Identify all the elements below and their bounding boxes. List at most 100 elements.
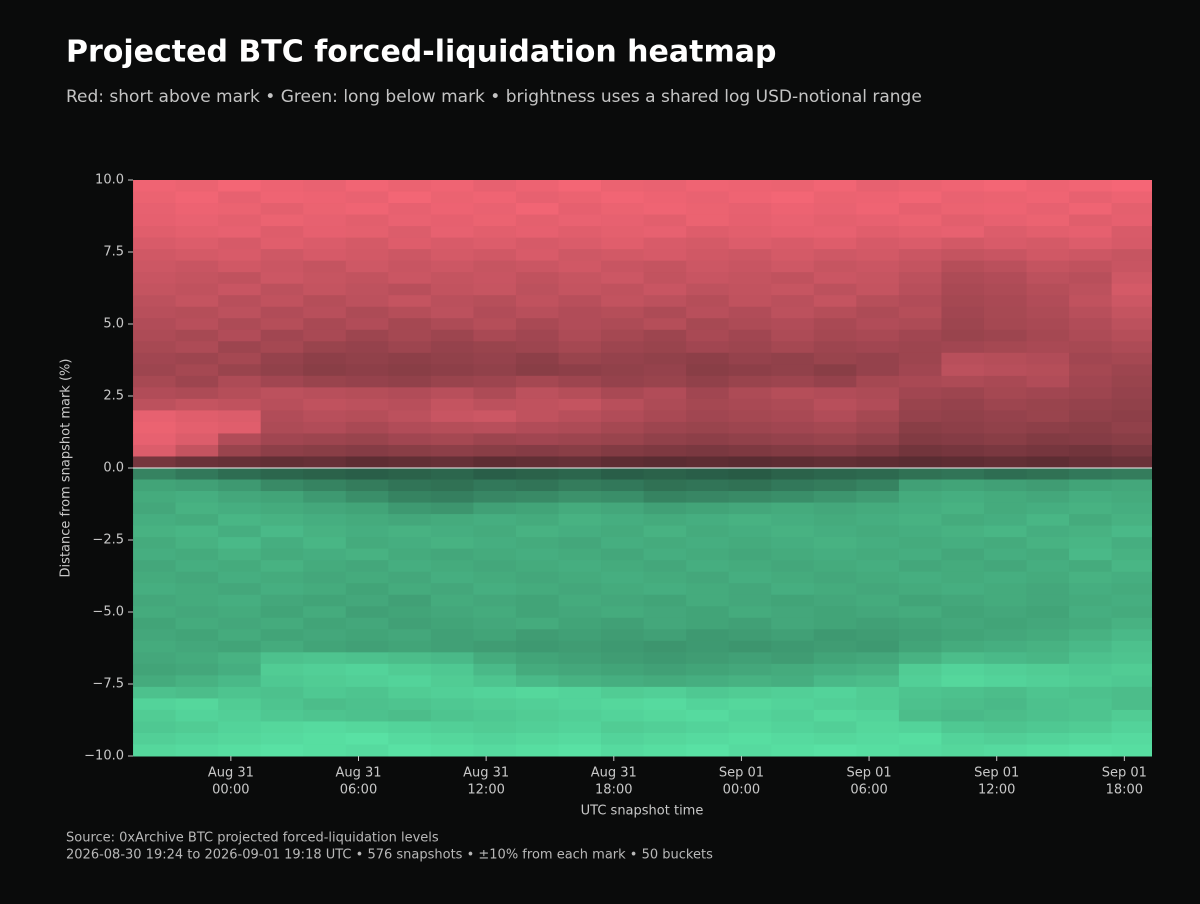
heatmap-cell bbox=[388, 698, 432, 711]
heatmap-cell bbox=[1069, 594, 1113, 607]
heatmap-cell bbox=[430, 686, 474, 699]
heatmap-cell bbox=[813, 410, 857, 423]
heatmap-cell bbox=[1026, 663, 1070, 676]
heatmap-cell bbox=[1069, 421, 1113, 434]
heatmap-cell bbox=[260, 226, 304, 239]
heatmap-cell bbox=[260, 410, 304, 423]
heatmap-cell bbox=[728, 652, 772, 665]
heatmap-cell bbox=[133, 617, 177, 630]
heatmap-cell bbox=[473, 709, 517, 722]
heatmap-cell bbox=[898, 352, 942, 365]
heatmap-cell bbox=[345, 594, 389, 607]
heatmap-cell bbox=[473, 203, 517, 216]
heatmap-cell bbox=[983, 226, 1027, 239]
heatmap-cell bbox=[260, 721, 304, 734]
heatmap-cell bbox=[1026, 283, 1070, 296]
heatmap-cell bbox=[601, 709, 645, 722]
heatmap-cell bbox=[515, 456, 559, 469]
heatmap-cell bbox=[515, 663, 559, 676]
heatmap-cell bbox=[473, 514, 517, 527]
heatmap-cell bbox=[175, 387, 219, 400]
heatmap-cell bbox=[728, 709, 772, 722]
chart-subtitle: Red: short above mark • Green: long belo… bbox=[66, 87, 922, 107]
heatmap-cell bbox=[771, 318, 815, 331]
heatmap-cell bbox=[558, 272, 602, 285]
heatmap-cell bbox=[218, 686, 262, 699]
heatmap-cell bbox=[558, 571, 602, 584]
heatmap-cell bbox=[303, 491, 347, 504]
heatmap-cell bbox=[941, 398, 985, 411]
heatmap-cell bbox=[686, 675, 730, 688]
heatmap-cell bbox=[345, 732, 389, 745]
heatmap-cell bbox=[813, 502, 857, 515]
heatmap-cell bbox=[1026, 709, 1070, 722]
heatmap-cell bbox=[558, 583, 602, 596]
heatmap-cell bbox=[771, 191, 815, 204]
heatmap-cell bbox=[1111, 375, 1152, 388]
heatmap-cell bbox=[728, 525, 772, 538]
heatmap-cell bbox=[218, 721, 262, 734]
heatmap-cell bbox=[473, 318, 517, 331]
heatmap-cell bbox=[643, 663, 687, 676]
heatmap-cell bbox=[771, 249, 815, 262]
heatmap-cell bbox=[601, 191, 645, 204]
heatmap-cell bbox=[388, 341, 432, 354]
heatmap-cell bbox=[771, 364, 815, 377]
heatmap-cell bbox=[303, 640, 347, 653]
heatmap-cell bbox=[175, 709, 219, 722]
heatmap-cell bbox=[643, 191, 687, 204]
heatmap-cell bbox=[473, 548, 517, 561]
heatmap-cell bbox=[218, 606, 262, 619]
heatmap-cell bbox=[558, 203, 602, 216]
heatmap-cell bbox=[515, 203, 559, 216]
heatmap-cell bbox=[175, 583, 219, 596]
heatmap-cell bbox=[983, 744, 1027, 757]
heatmap-cell bbox=[260, 548, 304, 561]
heatmap-cell bbox=[473, 341, 517, 354]
heatmap-cell bbox=[813, 640, 857, 653]
heatmap-cell bbox=[260, 491, 304, 504]
heatmap-cell bbox=[175, 410, 219, 423]
heatmap-cell bbox=[728, 295, 772, 308]
heatmap-cell bbox=[260, 398, 304, 411]
heatmap-cell bbox=[430, 571, 474, 584]
heatmap-cell bbox=[430, 341, 474, 354]
heatmap-cell bbox=[558, 617, 602, 630]
heatmap-cell bbox=[983, 260, 1027, 273]
heatmap-cell bbox=[260, 479, 304, 492]
heatmap-cell bbox=[175, 468, 219, 481]
heatmap-cell bbox=[643, 548, 687, 561]
heatmap-cell bbox=[601, 479, 645, 492]
heatmap-cell bbox=[303, 318, 347, 331]
heatmap-cell bbox=[1069, 675, 1113, 688]
heatmap-cell bbox=[218, 479, 262, 492]
heatmap-cell bbox=[686, 214, 730, 227]
heatmap-cell bbox=[983, 732, 1027, 745]
heatmap-cell bbox=[1111, 249, 1152, 262]
heatmap-cell bbox=[983, 295, 1027, 308]
heatmap-cell bbox=[303, 606, 347, 619]
heatmap-cell bbox=[1111, 410, 1152, 423]
heatmap-cell bbox=[430, 709, 474, 722]
heatmap-cell bbox=[1026, 410, 1070, 423]
heatmap-cell bbox=[388, 226, 432, 239]
heatmap-cell bbox=[473, 744, 517, 757]
x-tick-label: Sep 01 bbox=[974, 766, 1019, 781]
heatmap-cell bbox=[601, 352, 645, 365]
heatmap-cell bbox=[1026, 502, 1070, 515]
heatmap-cell bbox=[133, 214, 177, 227]
heatmap-cell bbox=[601, 272, 645, 285]
heatmap-cell bbox=[175, 514, 219, 527]
heatmap-cell bbox=[388, 721, 432, 734]
heatmap-cell bbox=[728, 398, 772, 411]
heatmap-cell bbox=[643, 237, 687, 250]
heatmap-cell bbox=[686, 180, 730, 193]
heatmap-cell bbox=[771, 560, 815, 573]
heatmap-cell bbox=[601, 364, 645, 377]
heatmap-cells bbox=[133, 180, 1152, 757]
heatmap-cell bbox=[983, 491, 1027, 504]
heatmap-cell bbox=[813, 629, 857, 642]
heatmap-cell bbox=[813, 226, 857, 239]
heatmap-cell bbox=[686, 306, 730, 319]
heatmap-cell bbox=[728, 548, 772, 561]
